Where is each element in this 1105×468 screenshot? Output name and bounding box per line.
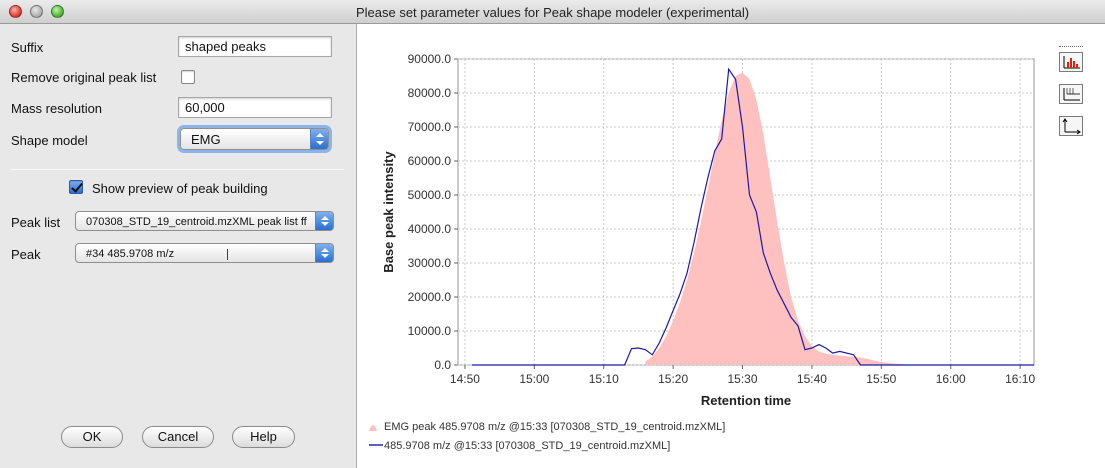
- ok-button[interactable]: OK: [61, 426, 123, 448]
- axes-icon-glyph: [1062, 118, 1081, 135]
- y-tick-label: 60000.0: [408, 154, 452, 168]
- peak-select[interactable]: #34 485.9708 m/z: [75, 243, 334, 263]
- select-arrows-icon: [310, 129, 328, 149]
- toolbar-separator: [1059, 46, 1083, 47]
- shape-model-select[interactable]: EMG: [180, 128, 329, 150]
- axes-icon[interactable]: [1059, 116, 1083, 136]
- remove-original-checkbox[interactable]: [181, 70, 195, 84]
- mass-resolution-label: Mass resolution: [11, 101, 103, 116]
- legend-entry-label: 485.9708 m/z @15:33 [070308_STD_19_centr…: [384, 440, 670, 452]
- peak-preview-chart: 0.0 10000.0 20000.0 30000.0 40000.0 50000.0 60…: [369, 52, 1035, 452]
- preview-plot-panel: 0.0 10000.0 20000.0 30000.0 40000.0 50000.0 60…: [356, 24, 1105, 468]
- x-axis-ticks: 14:50 15:00 15:10 15:20 15:30 15:40 15:50 16:00…: [450, 365, 1035, 386]
- y-axis-label: Base peak intensity: [381, 151, 396, 273]
- shape-model-label: Shape model: [11, 133, 88, 148]
- peak-value: #34 485.9708 m/z: [86, 248, 175, 260]
- select-arrows-icon: [315, 212, 333, 230]
- minimize-window-button[interactable]: [30, 5, 43, 18]
- x-axis-label: Retention time: [701, 393, 791, 408]
- suffix-label: Suffix: [11, 40, 44, 55]
- close-window-button[interactable]: [9, 5, 22, 18]
- y-tick-label: 50000.0: [408, 188, 452, 202]
- divider: [11, 169, 344, 170]
- text-cursor: [227, 249, 228, 260]
- peak-list-select[interactable]: 070308_STD_19_centroid.mzXML peak list f…: [75, 211, 334, 231]
- window-title: Please set parameter values for Peak sha…: [355, 5, 750, 20]
- x-tick-label: 15:50: [866, 372, 896, 386]
- peak-list-value: 070308_STD_19_centroid.mzXML peak list f…: [86, 216, 307, 228]
- y-tick-label: 40000.0: [408, 222, 452, 236]
- x-tick-label: 14:50: [450, 372, 480, 386]
- y-axis-ticks: 0.0 10000.0 20000.0 30000.0 40000.0 50000.0 60…: [408, 52, 458, 372]
- y-tick-label: 10000.0: [408, 324, 452, 338]
- chart-bars-icon-glyph: [1063, 56, 1080, 69]
- show-preview-checkbox[interactable]: [69, 180, 83, 194]
- data-label-icon-glyph: [1063, 88, 1080, 101]
- legend-entry-label: EMG peak 485.9708 m/z @15:33 [070308_STD…: [384, 421, 725, 433]
- y-tick-label: 80000.0: [408, 86, 452, 100]
- x-tick-label: 15:10: [589, 372, 619, 386]
- peak-list-label: Peak list: [11, 215, 61, 230]
- x-tick-label: 15:30: [728, 372, 758, 386]
- y-tick-label: 90000.0: [408, 52, 452, 66]
- y-tick-label: 30000.0: [408, 256, 452, 270]
- x-tick-label: 15:00: [519, 372, 549, 386]
- plot-series: [471, 67, 1034, 366]
- parameter-panel: Suffix shaped peaks Remove original peak…: [0, 24, 356, 468]
- raw-peak-line: [471, 67, 1034, 366]
- help-button[interactable]: Help: [232, 426, 295, 448]
- show-preview-label: Show preview of peak building: [92, 181, 268, 196]
- cancel-button[interactable]: Cancel: [142, 426, 214, 448]
- y-tick-label: 20000.0: [408, 290, 452, 304]
- select-arrows-icon: [315, 244, 333, 262]
- x-tick-label: 16:10: [1005, 372, 1035, 386]
- legend-area-swatch: [369, 425, 377, 431]
- chart-bars-icon[interactable]: [1059, 52, 1083, 72]
- title-bar: Please set parameter values for Peak sha…: [0, 0, 1105, 24]
- suffix-field[interactable]: shaped peaks: [178, 36, 332, 57]
- x-tick-label: 15:20: [658, 372, 688, 386]
- chart-legend: EMG peak 485.9708 m/z @15:33 [070308_STD…: [369, 421, 725, 452]
- peak-label: Peak: [11, 247, 41, 262]
- shape-model-value: EMG: [191, 132, 221, 147]
- y-tick-label: 70000.0: [408, 120, 452, 134]
- remove-original-label: Remove original peak list: [11, 70, 157, 85]
- emg-peak-area: [645, 72, 916, 365]
- x-tick-label: 16:00: [936, 372, 966, 386]
- data-label-icon[interactable]: [1059, 84, 1083, 104]
- zoom-window-button[interactable]: [51, 5, 64, 18]
- y-tick-label: 0.0: [434, 358, 451, 372]
- mass-resolution-field[interactable]: 60,000: [178, 97, 332, 118]
- x-tick-label: 15:40: [797, 372, 827, 386]
